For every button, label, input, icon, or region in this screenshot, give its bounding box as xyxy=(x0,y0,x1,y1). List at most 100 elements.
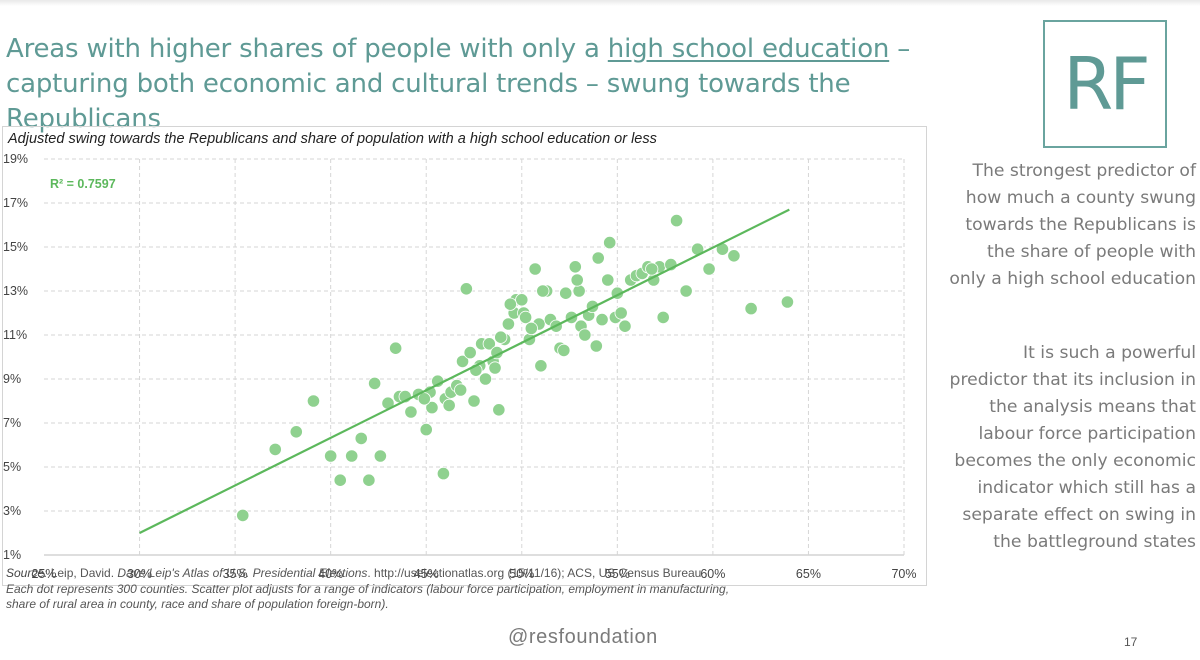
scatter-point xyxy=(595,312,609,327)
source-label: Source: xyxy=(6,566,48,580)
scatter-point xyxy=(482,337,496,351)
scatter-point xyxy=(436,466,451,481)
twitter-handle: @resfoundation xyxy=(508,626,658,648)
scatter-point xyxy=(488,361,502,375)
scatter-point xyxy=(524,321,538,335)
page-title: Areas with higher shares of people with … xyxy=(6,32,1006,137)
side-paragraph-1: The strongest predictor of how much a co… xyxy=(949,161,1196,289)
scatter-point xyxy=(727,249,741,263)
scatter-point xyxy=(656,310,670,324)
source-line-2: Each dot represents 300 counties. Scatte… xyxy=(6,581,730,596)
rf-logo: RF xyxy=(1043,20,1167,148)
scatter-point xyxy=(417,392,431,406)
source-rest: . http://uselectionatlas.org (15/11/16);… xyxy=(367,566,702,580)
scatter-point xyxy=(645,262,659,276)
source-author: Leip, David. xyxy=(47,566,118,580)
scatter-point xyxy=(362,473,376,487)
scatter-point xyxy=(492,403,506,417)
scatter-point xyxy=(557,343,571,357)
scatter-point xyxy=(515,293,529,307)
source-line-1: Source: Leip, David. Dave Leip's Atlas o… xyxy=(6,566,946,582)
scatter-point xyxy=(454,383,468,397)
scatter-point xyxy=(268,442,282,456)
scatter-point xyxy=(536,284,550,298)
page-number: 17 xyxy=(1124,635,1138,649)
y-tick-label: 11% xyxy=(3,328,27,342)
scatter-point xyxy=(518,310,533,324)
scatter-point xyxy=(601,273,615,287)
title-part1: Areas with higher shares of people with … xyxy=(6,34,608,64)
scatter-point xyxy=(419,422,433,437)
chart-frame xyxy=(2,126,927,586)
x-tick-label: 50% xyxy=(509,567,534,581)
source-note: Source: Leip, David. Dave Leip's Atlas o… xyxy=(6,566,946,613)
y-tick-label: 3% xyxy=(3,504,21,518)
scatter-point xyxy=(478,372,493,386)
scatter-point xyxy=(570,273,584,287)
top-shadow xyxy=(0,0,1200,6)
x-tick-label: 55% xyxy=(605,567,630,581)
scatter-chart: 1% 3% 5% 7% 9% 11% 13% 15% 17% 19% 25% 30% 35% 40% 45… xyxy=(3,152,917,581)
scatter-point xyxy=(578,328,592,342)
y-tick-label: 15% xyxy=(3,240,28,254)
scatter-point xyxy=(559,286,573,300)
x-tick-label: 25% xyxy=(31,567,56,581)
y-tick-label: 5% xyxy=(3,460,21,474)
x-tick-label: 70% xyxy=(891,567,916,581)
scatter-point xyxy=(679,284,693,298)
source-atlas: Dave Leip's Atlas of U.S. Presidential E… xyxy=(117,566,368,580)
y-tick-label: 13% xyxy=(3,284,28,298)
y-tick-label: 7% xyxy=(3,416,21,430)
data-points xyxy=(236,214,795,523)
y-axis-ticks: 1% 3% 5% 7% 9% 11% 13% 15% 17% 19% xyxy=(3,152,28,562)
x-tick-label: 35% xyxy=(223,567,248,581)
scatter-point xyxy=(467,394,481,408)
scatter-point xyxy=(572,284,586,298)
scatter-point xyxy=(306,394,321,408)
trend-line xyxy=(139,208,790,534)
scatter-point xyxy=(568,260,582,274)
scatter-point xyxy=(425,400,439,415)
chart-title: Adjusted swing towards the Republicans a… xyxy=(8,131,657,147)
scatter-point xyxy=(494,330,508,344)
scatter-point xyxy=(589,339,603,353)
x-tick-label: 60% xyxy=(700,567,725,581)
scatter-point xyxy=(345,449,359,463)
scatter-point xyxy=(603,236,617,250)
scatter-point xyxy=(669,214,684,228)
x-tick-label: 65% xyxy=(796,567,821,581)
scatter-point xyxy=(368,376,382,390)
title-underlined: high school education xyxy=(607,34,890,64)
side-paragraph-2: It is such a powerful predictor that its… xyxy=(949,343,1196,552)
x-tick-label: 45% xyxy=(414,567,439,581)
scatter-point xyxy=(373,449,387,463)
scatter-point xyxy=(702,262,716,276)
y-tick-label: 9% xyxy=(3,372,21,386)
y-tick-label: 19% xyxy=(3,152,28,166)
source-line-3: share of rural area in county, race and … xyxy=(6,597,389,611)
scatter-point xyxy=(528,262,542,276)
gridlines xyxy=(44,158,905,556)
scatter-point xyxy=(501,317,515,331)
scatter-point xyxy=(463,345,477,360)
r-squared-label: R² = 0.7597 xyxy=(50,177,116,191)
x-tick-label: 30% xyxy=(127,567,152,581)
scatter-point xyxy=(459,282,473,296)
scatter-point xyxy=(618,319,632,333)
scatter-point xyxy=(503,297,517,311)
scatter-point xyxy=(389,341,403,355)
scatter-point xyxy=(614,306,628,320)
scatter-point xyxy=(289,425,303,439)
scatter-point xyxy=(324,449,338,463)
scatter-point xyxy=(780,295,795,309)
scatter-point xyxy=(744,301,758,316)
y-tick-label: 17% xyxy=(3,196,28,210)
x-tick-label: 40% xyxy=(318,567,343,581)
scatter-point xyxy=(354,431,368,445)
scatter-point xyxy=(442,398,456,412)
title-part2: – capturing both economic and cultural t… xyxy=(6,34,911,134)
scatter-point xyxy=(236,508,250,523)
x-axis-ticks: 25% 30% 35% 40% 45% 50% 55% 60% 65% 70% xyxy=(31,567,916,581)
scatter-point xyxy=(404,405,418,419)
scatter-point xyxy=(333,473,347,487)
